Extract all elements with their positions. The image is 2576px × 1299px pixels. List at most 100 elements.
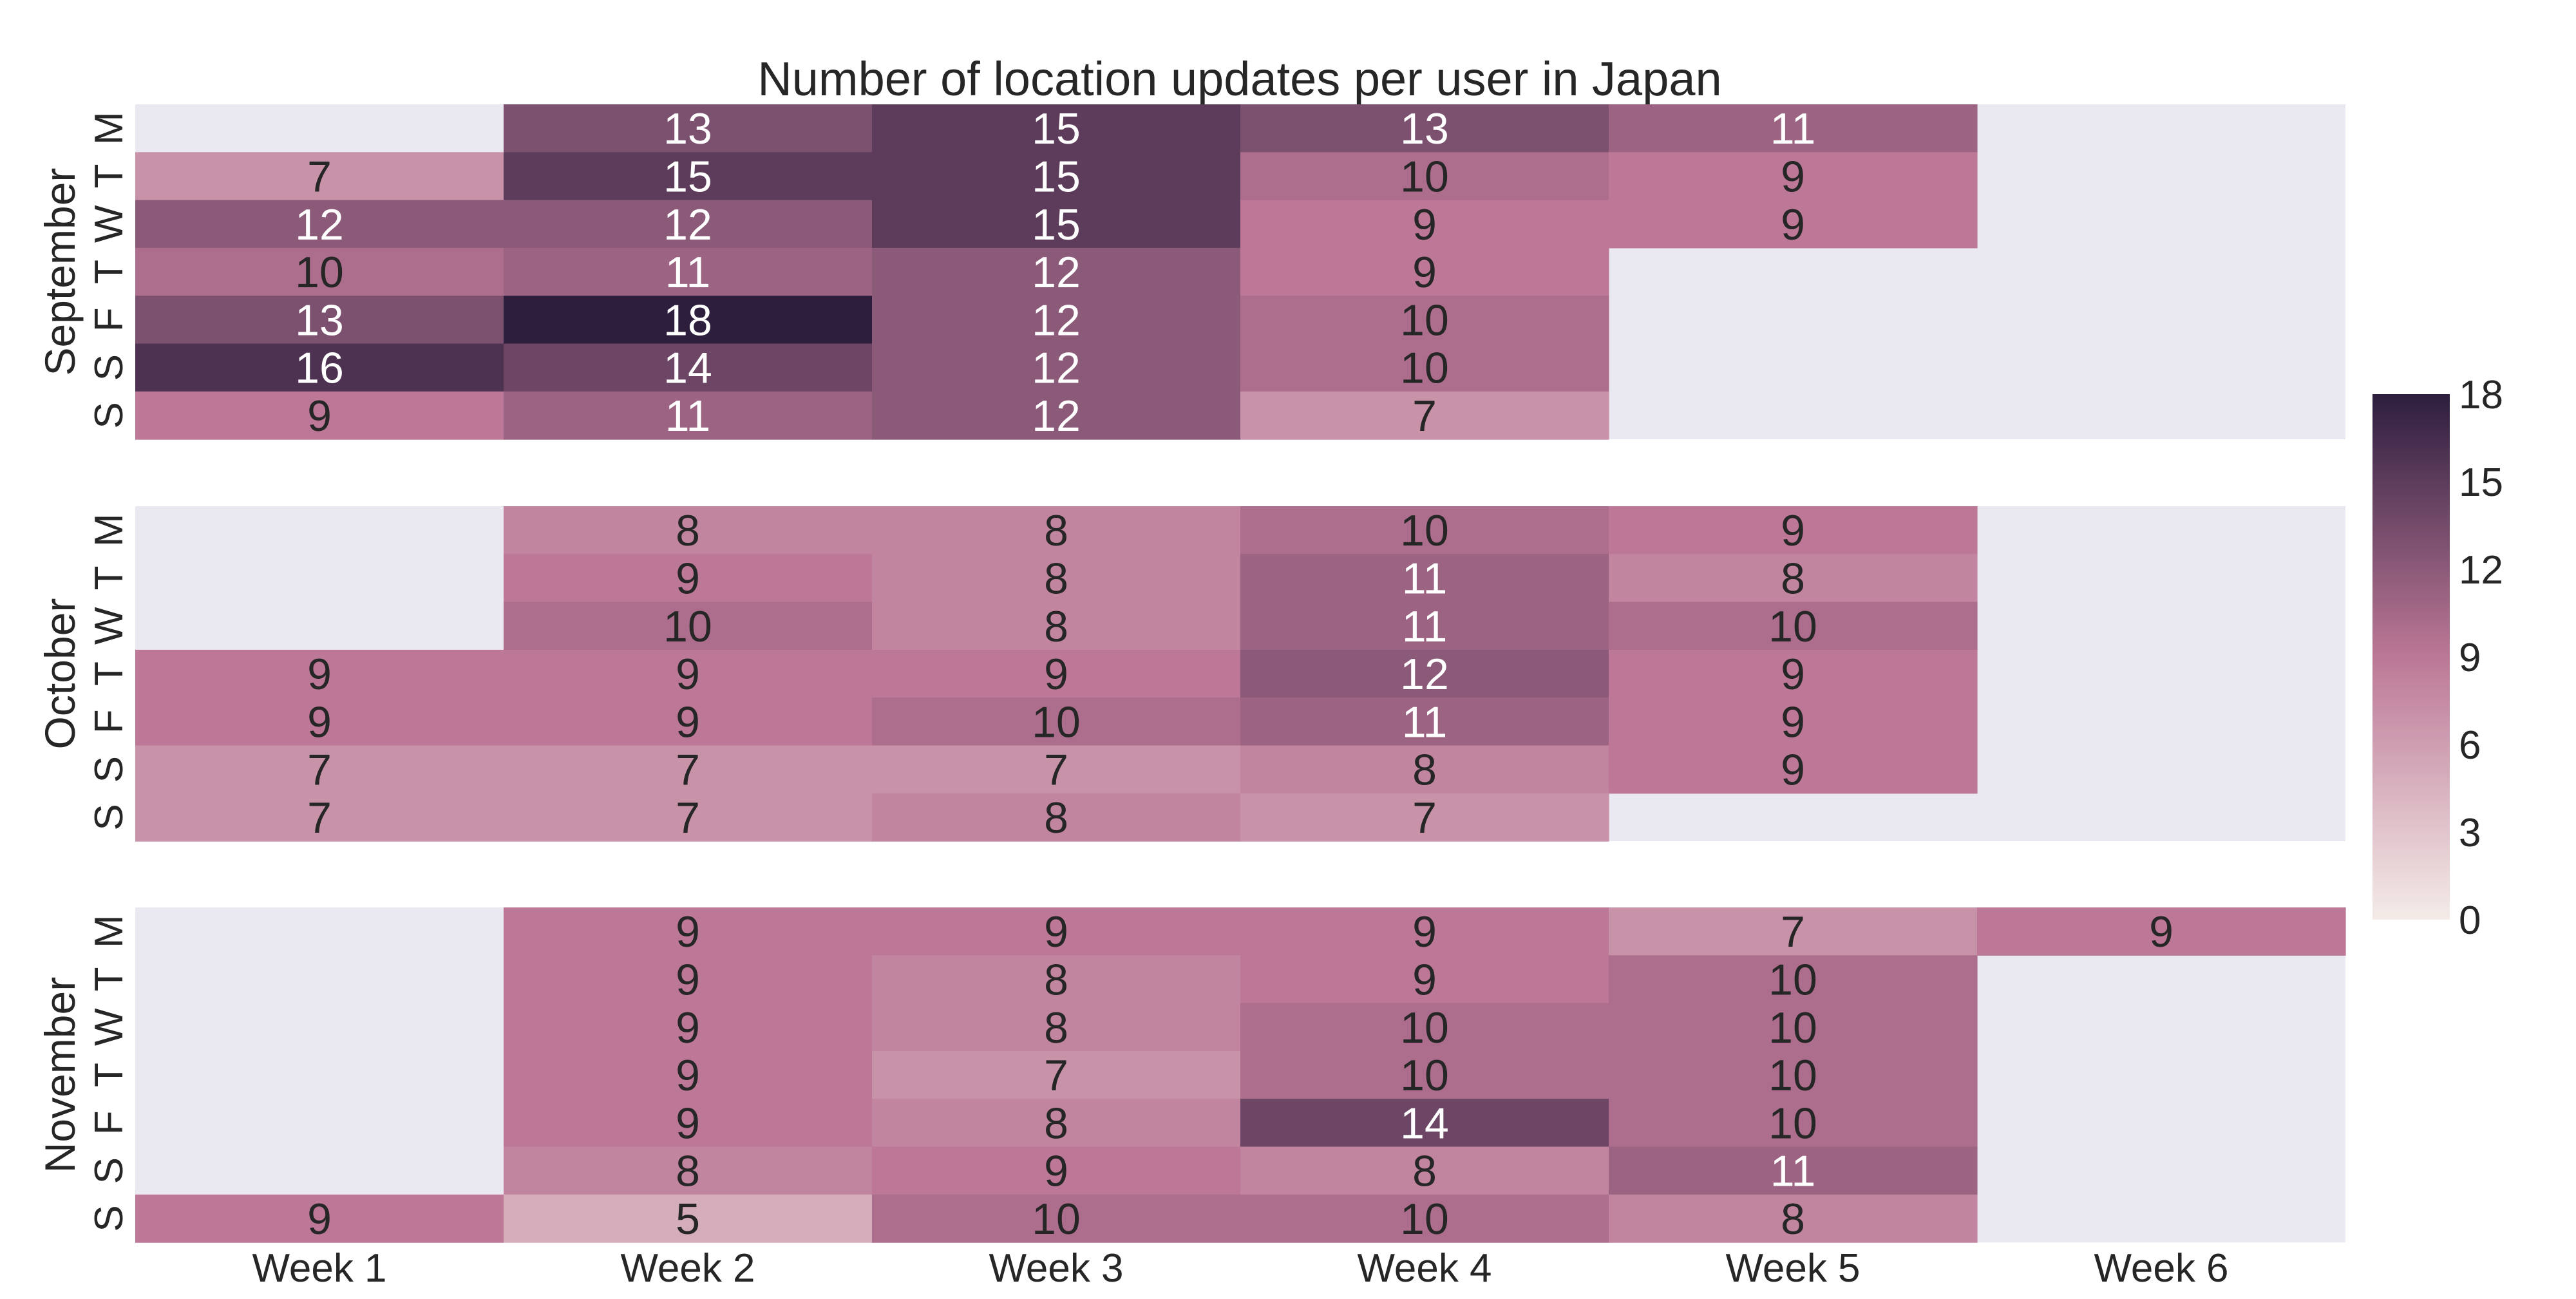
heatmap-cell (1609, 955, 1978, 1004)
cell-value-label: 15 (663, 152, 712, 201)
cell-value-label: 9 (1781, 746, 1805, 795)
heatmap-cell (872, 1099, 1241, 1148)
cell-value-label: 15 (1032, 152, 1081, 201)
cell-value-label: 8 (676, 1147, 700, 1196)
heatmap-cell (504, 247, 873, 296)
heatmap-cell (504, 602, 873, 650)
heatmap-panels: 13 15 13 117 15 15 10 912 12 15 9 910 11 12 913 18 12 101… (36, 104, 2346, 1244)
day-tick-label: S (87, 1205, 131, 1231)
heatmap-cell (504, 152, 873, 201)
heatmap-cell (1240, 391, 1609, 440)
day-tick-label: T (87, 260, 131, 284)
heatmap-cell (504, 1050, 873, 1099)
heatmap-cell (135, 697, 504, 746)
cell-value-label: 15 (1032, 104, 1081, 153)
heatmap-cell (1240, 1194, 1609, 1243)
heatmap-cell (1609, 1050, 1978, 1099)
day-tick-label: S (87, 354, 131, 381)
heatmap-cell (872, 104, 1241, 153)
heatmap-cell (135, 200, 504, 249)
heatmap-cell (1977, 907, 2346, 956)
cell-value-label: 7 (307, 746, 332, 795)
heatmap-cell (1609, 649, 1978, 698)
cell-value-label: 8 (1412, 746, 1437, 795)
cell-value-label: 13 (1400, 104, 1449, 153)
heatmap-cell (504, 1146, 873, 1195)
heatmap-cell (135, 1194, 504, 1243)
heatmap-cell (1240, 104, 1609, 153)
heatmap-cell (872, 343, 1241, 392)
day-tick-label: M (87, 111, 131, 145)
cell-value-label: 10 (1400, 1003, 1449, 1052)
cell-value-label: 7 (1044, 1051, 1068, 1100)
heatmap-cell (504, 506, 873, 555)
month-label: November (36, 977, 84, 1173)
heatmap-cell (135, 296, 504, 345)
cell-value-label: 7 (1781, 907, 1805, 956)
day-tick-label: W (87, 607, 131, 645)
cell-value-label: 8 (676, 506, 700, 555)
cell-value-label: 9 (676, 554, 700, 603)
heatmap-cell (872, 745, 1241, 794)
colorbar-tick-label: 6 (2459, 723, 2481, 768)
day-tick-label: S (87, 804, 131, 830)
heatmap-cell (504, 907, 873, 956)
cell-value-label: 8 (1781, 554, 1805, 603)
day-tick-label: T (87, 661, 131, 686)
x-axis: Week 1 Week 2 Week 3 Week 4 Week 5 Week 6 (252, 1246, 2228, 1291)
cell-value-label: 11 (1770, 1147, 1816, 1196)
heatmap-cell (872, 907, 1241, 956)
cell-value-label: 10 (1768, 955, 1817, 1004)
cell-value-label: 8 (1044, 793, 1068, 842)
cell-value-label: 9 (676, 955, 700, 1004)
cell-value-label: 10 (1400, 152, 1449, 201)
heatmap-cell (504, 391, 873, 440)
cell-value-label: 8 (1044, 1003, 1068, 1052)
heatmap-cell (1609, 697, 1978, 746)
cell-value-label: 14 (1400, 1099, 1449, 1148)
cell-value-label: 13 (295, 296, 344, 345)
cell-value-label: 7 (307, 793, 332, 842)
cell-value-label: 12 (1032, 344, 1081, 393)
cell-value-label: 11 (1402, 602, 1448, 651)
cell-value-label: 9 (676, 1051, 700, 1100)
cell-value-label: 10 (1400, 1195, 1449, 1244)
colorbar: 0 3 6 9 12 15 18 (2372, 373, 2503, 943)
day-tick-label: M (87, 513, 131, 547)
cell-value-label: 11 (1402, 697, 1448, 746)
cell-value-label: 11 (665, 392, 711, 441)
heatmap-cell (504, 697, 873, 746)
cell-value-label: 13 (663, 104, 712, 153)
cell-value-label: 9 (1781, 200, 1805, 249)
day-tick-label: T (87, 967, 131, 992)
panel-october: 8 8 10 99 8 11 810 8 11 109 9 9 12 99 9 10 11 97 7 7 8 97 7 8 7M… (36, 506, 2345, 842)
cell-value-label: 10 (1768, 1003, 1817, 1052)
heatmap-cell (504, 1003, 873, 1052)
cell-value-label: 7 (676, 746, 700, 795)
heatmap-cell (1240, 955, 1609, 1004)
heatmap-cell (504, 649, 873, 698)
heatmap-cell (1240, 1099, 1609, 1148)
cell-value-label: 9 (1044, 1147, 1068, 1196)
cell-value-label: 7 (307, 152, 332, 201)
heatmap-cell (1240, 200, 1609, 249)
day-tick-label: F (87, 709, 131, 734)
colorbar-tick-label: 9 (2459, 636, 2481, 680)
month-label: September (36, 168, 84, 376)
cell-value-label: 10 (1400, 1051, 1449, 1100)
cell-value-label: 12 (1032, 248, 1081, 297)
cell-value-label: 11 (665, 248, 711, 297)
heatmap-cell (1609, 554, 1978, 603)
heatmap-cell (1240, 1050, 1609, 1099)
cell-value-label: 18 (663, 296, 712, 345)
heatmap-cell (504, 296, 873, 345)
heatmap-cell (1609, 602, 1978, 650)
day-tick-label: F (87, 307, 131, 332)
heatmap-cell (1609, 1194, 1978, 1243)
heatmap-cell (504, 1194, 873, 1243)
cell-value-label: 12 (663, 200, 712, 249)
x-tick-label: Week 6 (2094, 1246, 2228, 1291)
cell-value-label: 12 (1032, 392, 1081, 441)
heatmap-cell (1609, 506, 1978, 555)
month-label: October (36, 598, 84, 750)
